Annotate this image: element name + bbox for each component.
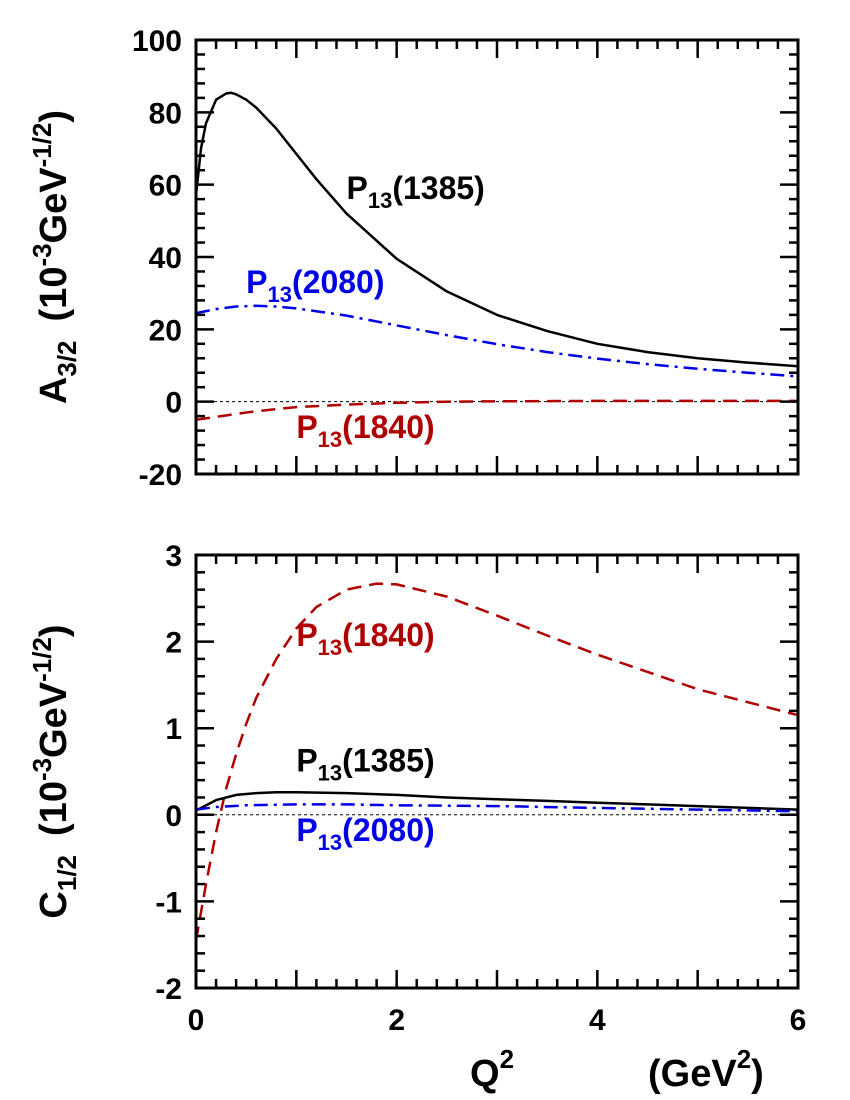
x-tick-label: 4 (589, 1004, 606, 1037)
curve-p13-1840 (196, 582, 798, 941)
x-tick-label: 0 (188, 1004, 205, 1037)
curve-label: P13(2080) (246, 264, 384, 307)
curve-label: P13(1385) (296, 743, 434, 786)
curve-p13-1840 (196, 399, 798, 422)
panel-1: -20 0 20 40 60 80 100 P13(1385) P13(2080) P13(184… (27, 25, 800, 492)
y-tick-label: -2 (155, 973, 182, 1006)
y-tick-label: 60 (149, 170, 182, 203)
curve-p13-1385 (196, 91, 798, 368)
y-axis-label: A3/2 (10-3GeV-1/2) (27, 110, 82, 404)
x-axis-unit: (GeV2) (648, 1044, 764, 1095)
y-tick-label: 100 (132, 25, 182, 58)
panel-2: -2 -1 0 1 2 3 0 2 4 6 P13(1840) P13(1385) P13(2080) C… (27, 540, 806, 1095)
curve-label: P13(1385) (347, 170, 485, 213)
plot-frame (194, 553, 800, 990)
x-tick-label: 2 (388, 1004, 405, 1037)
y-tick-label: 1 (165, 713, 182, 746)
curve-label: P13(2080) (296, 812, 434, 855)
x-axis-label: Q2 (470, 1044, 514, 1095)
y-tick-label: 0 (165, 387, 182, 420)
curve-p13-1385 (196, 791, 798, 812)
x-tick-label: 6 (790, 1004, 807, 1037)
y-tick-label: 2 (165, 627, 182, 660)
y-axis-label: C1/2 (10-3GeV-1/2) (27, 624, 82, 918)
y-tick-label: -20 (139, 459, 182, 492)
curve-p13-2080 (196, 803, 798, 813)
curve-label: P13(1840) (296, 409, 434, 452)
y-tick-label: 20 (149, 314, 182, 347)
y-tick-label: 3 (165, 540, 182, 573)
curve-p13-2080 (196, 304, 798, 378)
y-tick-label: 80 (149, 97, 182, 130)
y-tick-label: 0 (165, 800, 182, 833)
curve-label: P13(1840) (296, 617, 434, 660)
y-tick-label: -1 (155, 886, 182, 919)
y-tick-label: 40 (149, 242, 182, 275)
